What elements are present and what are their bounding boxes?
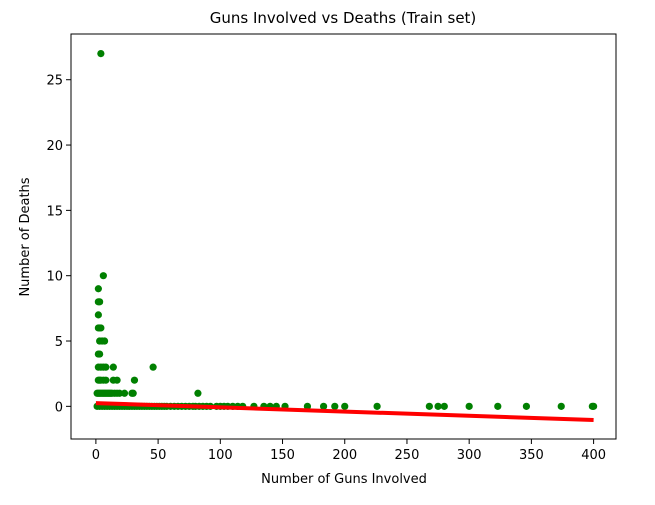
- scatter-point: [557, 402, 565, 410]
- y-tick-label: 20: [46, 139, 63, 154]
- x-tick-label: 350: [519, 448, 544, 463]
- scatter-point: [149, 363, 157, 371]
- scatter-point: [113, 376, 121, 384]
- regression-line: [95, 401, 594, 423]
- scatter-point: [494, 402, 502, 410]
- x-tick-label: 150: [270, 448, 295, 463]
- scatter-point: [102, 363, 110, 371]
- scatter-point: [109, 363, 117, 371]
- scatter-point: [522, 402, 531, 410]
- scatter-point: [120, 389, 129, 397]
- y-tick-label: 15: [46, 204, 63, 219]
- scatter-point: [97, 50, 105, 58]
- scatter-point: [94, 285, 102, 293]
- x-tick-label: 400: [581, 448, 606, 463]
- scatter-point: [94, 311, 102, 319]
- scatter-point: [590, 402, 598, 410]
- scatter-point: [96, 350, 104, 358]
- x-tick-label: 300: [457, 448, 482, 463]
- scatter-point: [130, 376, 139, 384]
- chart-title: Guns Involved vs Deaths (Train set): [210, 9, 477, 27]
- y-axis-label: Number of Deaths: [18, 177, 33, 296]
- scatter-point: [99, 272, 107, 280]
- x-tick-label: 0: [92, 448, 100, 463]
- y-tick-label: 10: [46, 270, 63, 285]
- scatter-point: [97, 324, 105, 332]
- scatter-point: [194, 389, 202, 397]
- scatter-point: [373, 402, 381, 410]
- y-tick-label: 5: [55, 335, 63, 350]
- x-tick-label: 200: [332, 448, 357, 463]
- y-tick-label: 25: [46, 74, 63, 89]
- scatter-point: [341, 402, 349, 410]
- y-tick-label: 0: [55, 400, 63, 415]
- scatter-point: [319, 402, 328, 410]
- x-tick-label: 100: [208, 448, 233, 463]
- scatter-point: [129, 389, 137, 397]
- scatter-point: [102, 376, 110, 384]
- scatter-point: [425, 402, 433, 410]
- x-tick-label: 250: [395, 448, 420, 463]
- scatter-point: [465, 402, 473, 410]
- scatter-point: [96, 298, 104, 306]
- scatter-point: [331, 402, 339, 410]
- scatter-point: [440, 402, 448, 410]
- scatter-point: [434, 402, 442, 410]
- scatter-point: [303, 402, 312, 410]
- x-tick-label: 50: [150, 448, 167, 463]
- scatter-point: [101, 337, 109, 345]
- scatter-point: [115, 389, 124, 397]
- x-axis-label: Number of Guns Involved: [261, 472, 427, 487]
- plot-frame: [70, 33, 617, 440]
